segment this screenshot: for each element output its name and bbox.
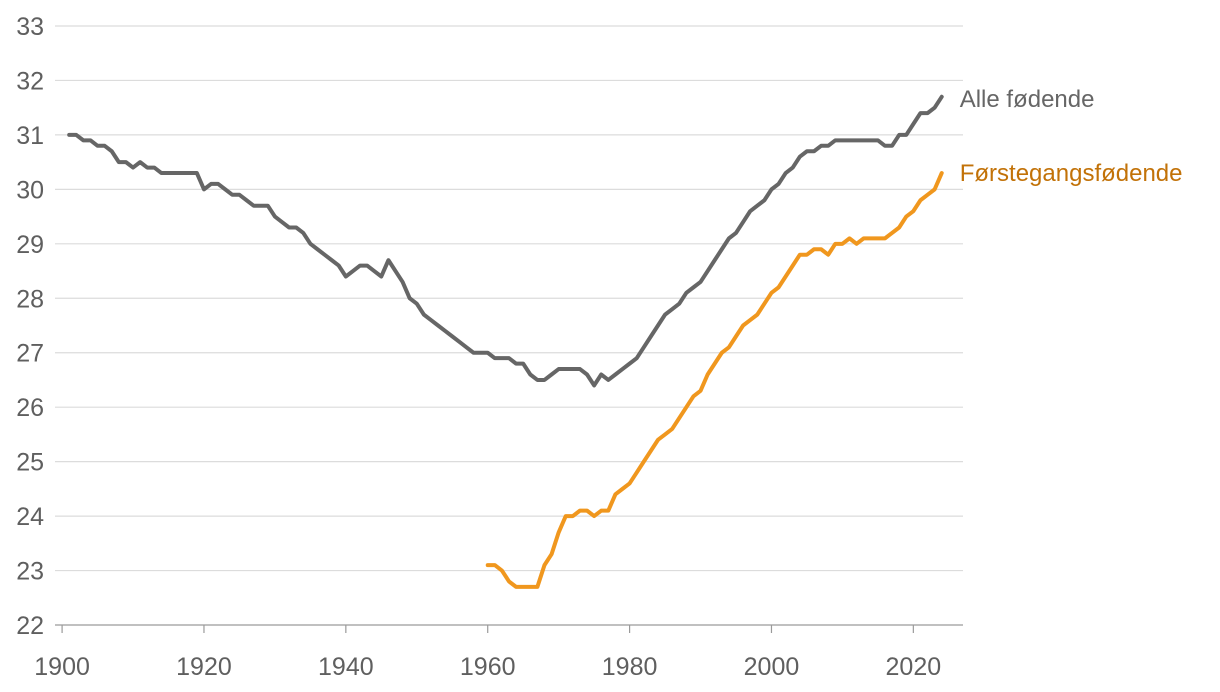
x-tick-label-2000: 2000 [744,653,800,681]
series-label-2: Førstegangsfødende [960,160,1183,187]
x-axis [55,624,963,633]
gridlines [55,25,963,572]
y-tick-label-24: 24 [16,503,44,531]
y-tick-label-32: 32 [16,67,44,95]
series-line-2 [485,171,944,589]
series-lines [67,94,944,589]
y-tick-label-26: 26 [16,394,44,422]
x-tick-label-2020: 2020 [886,653,942,681]
y-tick-label-28: 28 [16,285,44,313]
x-tick-label-1900: 1900 [34,653,90,681]
y-tick-label-33: 33 [16,13,44,41]
y-tick-label-25: 25 [16,449,44,477]
series-line-1 [67,94,944,388]
x-tick-label-1920: 1920 [176,653,232,681]
y-tick-label-27: 27 [16,340,44,368]
series-labels: Alle fødende Førstegangsfødende [960,86,1183,187]
x-tick-label-1960: 1960 [460,653,516,681]
y-tick-label-30: 30 [16,176,44,204]
y-tick-label-29: 29 [16,231,44,259]
x-tick-label-1980: 1980 [602,653,658,681]
x-tick-label-1940: 1940 [318,653,374,681]
y-tick-label-22: 22 [16,612,44,640]
y-axis-tick-labels: 22 23 24 25 26 27 28 29 30 31 32 33 [16,13,44,640]
x-axis-tick-labels: 1900 1920 1940 1960 1980 2000 2020 [34,653,941,681]
y-tick-label-31: 31 [16,122,44,150]
series-label-1: Alle fødende [960,86,1095,113]
y-tick-label-23: 23 [16,558,44,586]
